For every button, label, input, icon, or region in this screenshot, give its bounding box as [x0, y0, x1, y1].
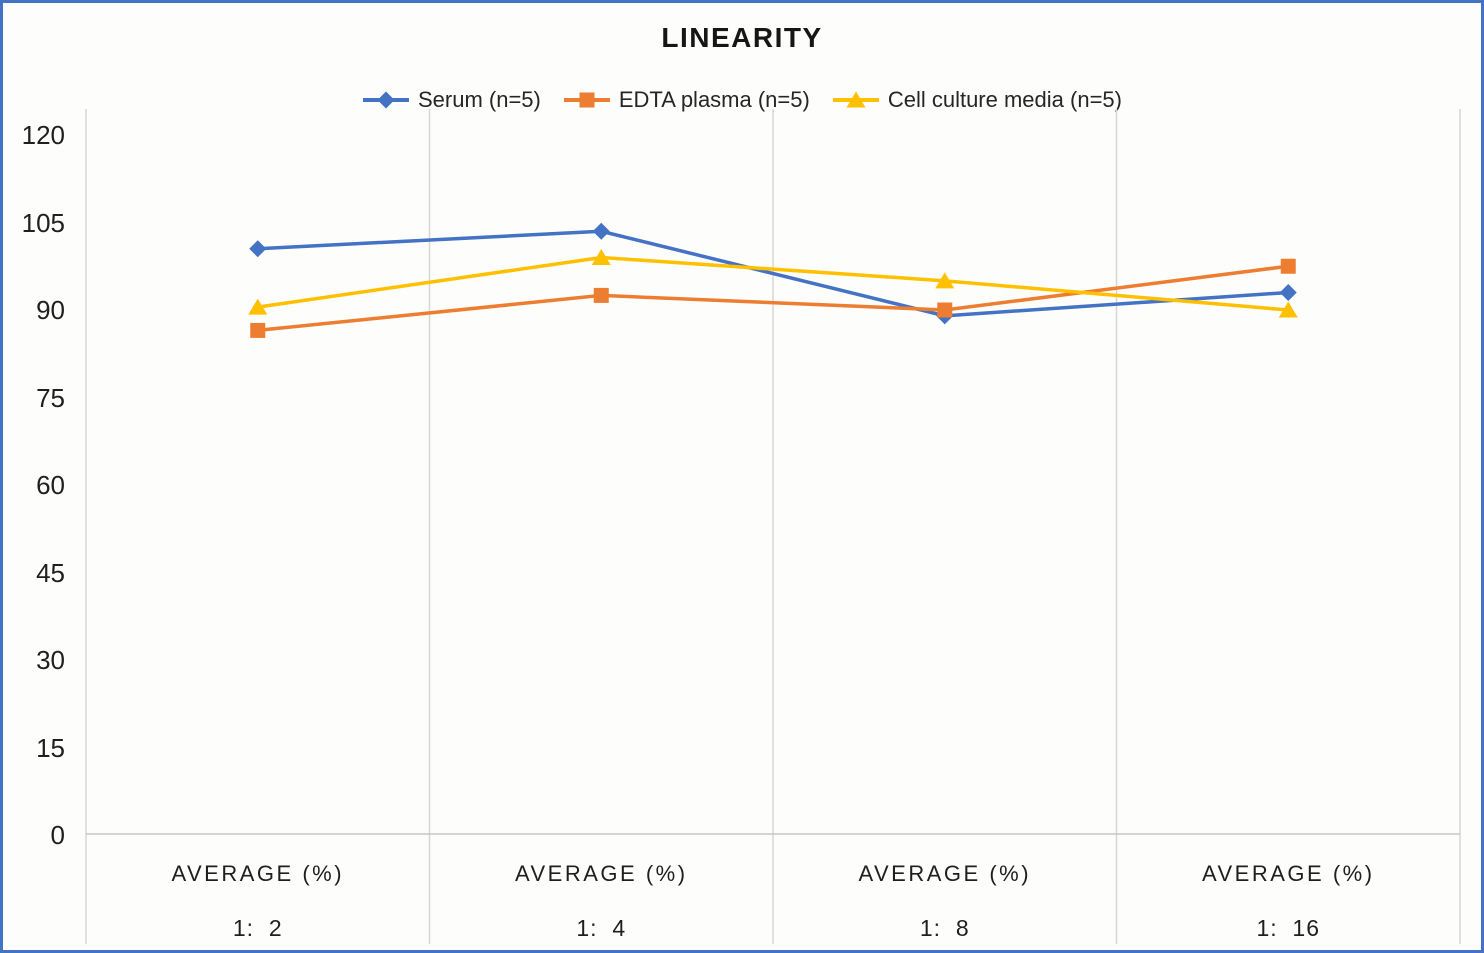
x-category-group-label: AVERAGE (%): [171, 861, 345, 886]
legend-item-label: Cell culture media (n=5): [887, 87, 1122, 112]
square-marker-icon: [1280, 258, 1296, 274]
triangle-marker-icon: [248, 298, 268, 315]
series-line: [257, 229, 1289, 318]
x-category-label: AVERAGE (%) 1: 8: [773, 834, 1117, 944]
x-category-label: AVERAGE (%) 1: 2: [86, 834, 430, 944]
x-category-label: AVERAGE (%) 1: 16: [1117, 834, 1461, 944]
y-tick-label: 60: [36, 470, 65, 500]
square-marker-icon: [250, 322, 266, 338]
x-category-group-label: AVERAGE (%): [858, 861, 1032, 886]
legend: Serum (n=5) EDTA plasma (n=5) Cell culture…: [3, 87, 1481, 113]
series-line: [257, 264, 1289, 333]
triangle-marker-icon: [1278, 301, 1298, 318]
plot-area: [85, 109, 1461, 944]
diamond-marker-icon: [249, 240, 267, 258]
y-tick-label: 90: [36, 295, 65, 325]
legend-item: Cell culture media (n=5): [832, 87, 1122, 113]
triangle-marker-icon: [935, 272, 955, 289]
y-tick-label: 45: [36, 557, 65, 588]
y-tick-label: 15: [36, 732, 65, 763]
legend-item: EDTA plasma (n=5): [563, 87, 810, 113]
y-tick-label: 120: [21, 120, 65, 150]
diamond-legend-marker-icon: [362, 91, 409, 109]
diamond-marker-icon: [1279, 284, 1297, 301]
x-category-group-label: AVERAGE (%): [1201, 861, 1375, 886]
legend-item-label: EDTA plasma (n=5): [618, 87, 810, 112]
square-marker-icon: [593, 287, 609, 303]
triangle-legend-marker-icon: [832, 91, 879, 108]
y-tick-label: 0: [50, 820, 65, 850]
legend-item-label: Serum (n=5): [417, 87, 541, 112]
y-tick-label: 105: [21, 207, 65, 238]
x-category-dilution-label: 1: 4: [576, 915, 627, 941]
square-marker-icon: [937, 302, 953, 318]
triangle-marker-icon: [591, 249, 611, 265]
x-category-label: AVERAGE (%) 1: 4: [430, 834, 774, 944]
x-category-group-label: AVERAGE (%): [514, 861, 688, 886]
square-legend-marker-icon: [563, 92, 610, 108]
y-tick-label: 30: [36, 645, 65, 675]
y-tick-label: 75: [36, 382, 65, 413]
legend-item: Serum (n=5): [362, 87, 541, 113]
series-line: [257, 255, 1289, 312]
x-category-dilution-label: 1: 2: [232, 915, 283, 941]
x-category-dilution-label: 1: 16: [1256, 915, 1321, 941]
chart-title: LINEARITY: [661, 22, 823, 53]
x-category-dilution-label: 1: 8: [919, 915, 970, 941]
diamond-marker-icon: [592, 222, 610, 240]
